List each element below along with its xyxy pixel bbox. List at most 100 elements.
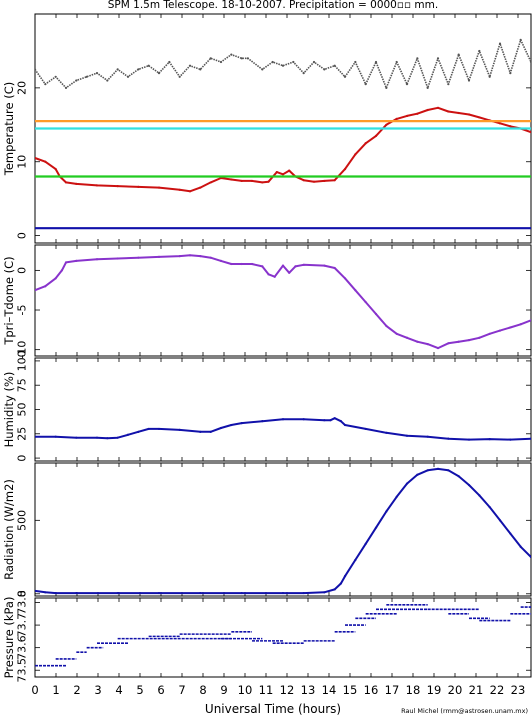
data-point: [426, 108, 429, 112]
data-point: [354, 289, 357, 292]
data-point: [333, 266, 336, 270]
data-point: [75, 182, 78, 186]
data-point: [178, 255, 181, 258]
data-point: [354, 153, 357, 156]
data-point: [240, 57, 243, 60]
series-line-blue: [35, 467, 531, 595]
data-point: [478, 336, 481, 339]
y-axis-label: Tpri–Tdome (C): [2, 256, 16, 345]
data-point: [312, 60, 316, 64]
data-point: [261, 420, 264, 423]
data-point: [275, 170, 278, 174]
y-tick-label: 10: [16, 155, 29, 169]
data-point: [364, 83, 367, 86]
data-point: [116, 591, 119, 595]
data-point: [457, 340, 460, 343]
data-point: [261, 181, 264, 184]
data-point: [339, 582, 342, 585]
data-point: [467, 339, 471, 342]
data-point: [447, 110, 450, 113]
data-point: [294, 265, 297, 268]
data-point: [95, 436, 99, 439]
data-point: [509, 326, 512, 329]
data-point: [106, 437, 109, 440]
data-point: [288, 169, 291, 172]
data-point: [209, 181, 212, 184]
data-point: [509, 125, 512, 128]
y-tick-label: 73.8: [16, 590, 29, 615]
data-point: [157, 427, 161, 431]
data-point: [385, 324, 388, 327]
data-point: [267, 180, 270, 183]
x-tick-label: 0: [31, 683, 38, 697]
data-point: [137, 185, 140, 188]
data-point: [333, 417, 336, 420]
data-point: [292, 60, 295, 64]
data-point: [188, 254, 192, 257]
data-point: [395, 117, 398, 120]
data-point: [240, 262, 243, 266]
data-point: [44, 160, 47, 163]
data-point: [343, 423, 347, 427]
data-point: [364, 142, 367, 145]
data-point: [488, 75, 491, 78]
data-point: [509, 532, 512, 535]
data-point: [343, 575, 347, 578]
data-point: [35, 156, 37, 160]
series-group: [35, 254, 531, 350]
data-point: [137, 68, 140, 71]
y-tick-label: 25: [16, 427, 29, 441]
data-point: [230, 178, 233, 181]
data-point: [333, 588, 336, 591]
data-point: [374, 312, 378, 316]
data-point: [95, 258, 99, 261]
data-point: [385, 86, 388, 89]
x-tick-label: 8: [199, 683, 206, 697]
y-tick-label: 73.7: [16, 613, 29, 638]
panel-frame: [34, 462, 532, 597]
data-point: [302, 591, 305, 595]
series-line-blue: [35, 417, 531, 441]
data-point: [457, 475, 460, 478]
data-point: [64, 261, 68, 264]
data-point: [509, 71, 512, 75]
y-tick-label: 0: [16, 232, 29, 239]
x-tick-label: 6: [157, 683, 164, 697]
data-point: [478, 116, 481, 119]
data-point: [219, 60, 223, 64]
data-point: [288, 271, 291, 274]
data-point: [246, 57, 249, 60]
series-line-gray: [35, 39, 531, 89]
data-point: [405, 114, 409, 118]
data-point: [281, 591, 285, 595]
y-tick-label: 73.5: [16, 658, 29, 683]
data-point: [323, 264, 326, 267]
data-point: [137, 256, 140, 259]
data-point: [44, 285, 47, 288]
x-tick-label: 12: [280, 683, 295, 697]
data-point: [199, 68, 202, 71]
data-point: [343, 277, 347, 280]
x-tick-label: 14: [322, 683, 337, 697]
data-point: [35, 435, 37, 438]
data-point: [261, 68, 264, 71]
data-point: [75, 79, 78, 82]
data-point: [436, 346, 440, 350]
x-tick-label: 9: [220, 683, 227, 697]
data-point: [416, 57, 419, 60]
data-point: [199, 255, 202, 258]
data-point: [178, 428, 181, 432]
x-tick-label: 17: [385, 683, 400, 697]
data-point: [126, 75, 130, 78]
y-tick-label: 0: [16, 455, 29, 462]
data-point: [385, 510, 388, 513]
panel-frame: [34, 244, 532, 357]
data-point: [75, 436, 78, 439]
data-point: [333, 64, 336, 67]
data-point: [219, 426, 223, 430]
data-point: [498, 42, 502, 45]
data-point: [509, 438, 512, 441]
data-point: [457, 53, 460, 56]
